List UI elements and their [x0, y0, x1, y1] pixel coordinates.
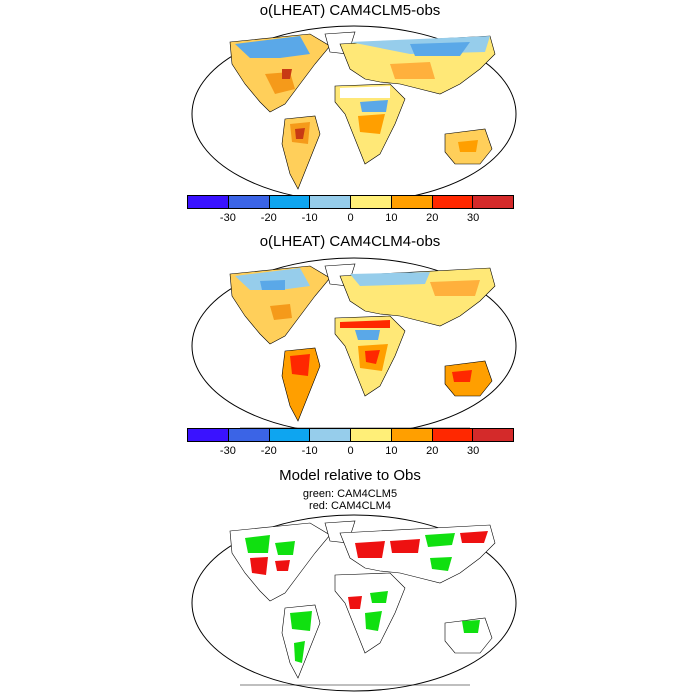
- colorbar-swatch: [473, 429, 513, 441]
- colorbar-swatch: [351, 429, 392, 441]
- colorbar-tick-label: -20: [260, 445, 277, 457]
- colorbar-swatch: [432, 196, 474, 208]
- colorbar-swatch: [432, 429, 474, 441]
- legend-clm4: red: CAM4CLM4: [309, 500, 391, 512]
- colorbar-tick-label: 20: [426, 445, 439, 457]
- panel2-title: o(LHEAT) CAM4CLM4-obs: [259, 233, 441, 250]
- colorbar-swatch: [269, 429, 311, 441]
- colorbar-swatch: [269, 196, 311, 208]
- colorbar-tick-label: 30: [467, 212, 480, 224]
- colorbar-1: [187, 195, 514, 209]
- colorbar-tick-label: 30: [467, 445, 480, 457]
- map-clm5-anomaly: [191, 25, 517, 203]
- colorbar-swatch: [391, 429, 433, 441]
- colorbar-swatch: [228, 196, 270, 208]
- colorbar-swatch: [188, 196, 229, 208]
- colorbar-swatch: [188, 429, 229, 441]
- colorbar-tick-label: -30: [219, 212, 236, 224]
- colorbar-swatch: [228, 429, 270, 441]
- colorbar-tick-label: 0: [347, 212, 354, 224]
- panel3-title: Model relative to Obs: [279, 467, 421, 484]
- colorbar-2: [187, 428, 514, 442]
- legend-clm5: green: CAM4CLM5: [302, 488, 398, 500]
- colorbar-tick-label: -30: [219, 445, 236, 457]
- colorbar-swatch: [310, 196, 351, 208]
- colorbar-swatch: [310, 429, 351, 441]
- colorbar-tick-label: -10: [301, 212, 318, 224]
- colorbar-tick-label: 20: [426, 212, 439, 224]
- colorbar-swatch: [351, 196, 392, 208]
- map-model-relative: [191, 514, 517, 692]
- colorbar-tick-label: 10: [385, 445, 398, 457]
- colorbar-swatch: [391, 196, 433, 208]
- colorbar-tick-label: -20: [260, 212, 277, 224]
- colorbar-tick-label: -10: [301, 445, 318, 457]
- panel1-title: o(LHEAT) CAM4CLM5-obs: [259, 2, 441, 19]
- map-clm4-anomaly: [191, 257, 517, 435]
- colorbar-swatch: [473, 196, 513, 208]
- colorbar-tick-label: 0: [347, 445, 354, 457]
- colorbar-tick-label: 10: [385, 212, 398, 224]
- colorbar-2-labels: -30 -20 -10 0 10 20 30: [187, 445, 514, 461]
- colorbar-1-labels: -30 -20 -10 0 10 20 30: [187, 212, 514, 228]
